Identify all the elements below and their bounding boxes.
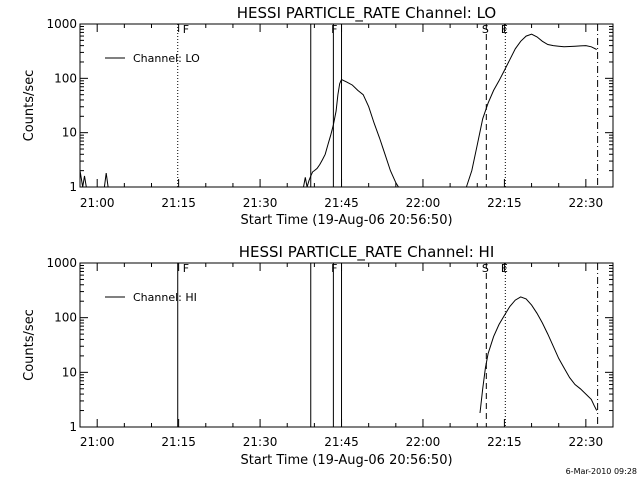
plot-frame <box>79 262 614 428</box>
y-tick-label: 10 <box>62 126 77 140</box>
chart-panel-lo: HESSI PARTICLE_RATE Channel: LO Counts/se… <box>22 4 614 228</box>
y-tick-label: 1 <box>69 180 77 194</box>
series-line-segment <box>479 296 598 414</box>
flag-label: S <box>482 262 489 275</box>
x-tick-label: 22:00 <box>406 435 441 449</box>
x-tick-label: 21:00 <box>80 196 115 210</box>
y-axis-label: Counts/sec <box>22 309 37 381</box>
x-tick-label: 21:45 <box>324 435 359 449</box>
x-tick-label: 21:00 <box>80 435 115 449</box>
chart-panel-hi: HESSI PARTICLE_RATE Channel: HI Counts/se… <box>22 243 614 468</box>
flag-label: F <box>183 23 189 36</box>
chart-title: HESSI PARTICLE_RATE Channel: HI <box>239 243 495 262</box>
x-tick-label: 22:15 <box>487 196 522 210</box>
flag-label: F <box>331 262 337 275</box>
legend-label: Channel: LO <box>133 52 200 65</box>
flag-label: F <box>183 262 189 275</box>
x-axis-label: Start Time (19-Aug-06 20:56:50) <box>240 213 452 228</box>
y-tick-label: 100 <box>54 71 77 85</box>
y-axis-label: Counts/sec <box>22 70 37 142</box>
plot-frame <box>79 23 614 188</box>
y-tick-label: 1 <box>69 420 77 434</box>
flag-label: E <box>501 262 508 275</box>
x-tick-label: 21:15 <box>161 435 196 449</box>
series-line-segment <box>79 170 90 188</box>
x-tick-label: 21:45 <box>324 196 359 210</box>
x-tick-label: 21:15 <box>161 196 196 210</box>
y-tick-label: 1000 <box>46 17 77 31</box>
x-tick-label: 21:30 <box>243 196 278 210</box>
chart-title: HESSI PARTICLE_RATE Channel: LO <box>237 4 496 23</box>
x-tick-label: 22:30 <box>569 196 604 210</box>
x-tick-label: 22:15 <box>487 435 522 449</box>
series-line-segment <box>465 33 597 188</box>
y-tick-label: 1000 <box>46 256 77 270</box>
series-line-segment <box>303 78 402 188</box>
legend-label: Channel: HI <box>133 291 197 304</box>
flag-label: F <box>331 23 337 36</box>
x-tick-label: 21:30 <box>243 435 278 449</box>
flag-label: S <box>482 23 489 36</box>
footer-timestamp: 6-Mar-2010 09:28 <box>566 467 637 476</box>
x-axis-label: Start Time (19-Aug-06 20:56:50) <box>240 453 452 468</box>
y-tick-label: 10 <box>62 365 77 379</box>
series-line-segment <box>103 173 109 188</box>
flag-label: E <box>501 23 508 36</box>
x-tick-label: 22:30 <box>569 435 604 449</box>
x-tick-label: 22:00 <box>406 196 441 210</box>
y-tick-label: 100 <box>54 311 77 325</box>
